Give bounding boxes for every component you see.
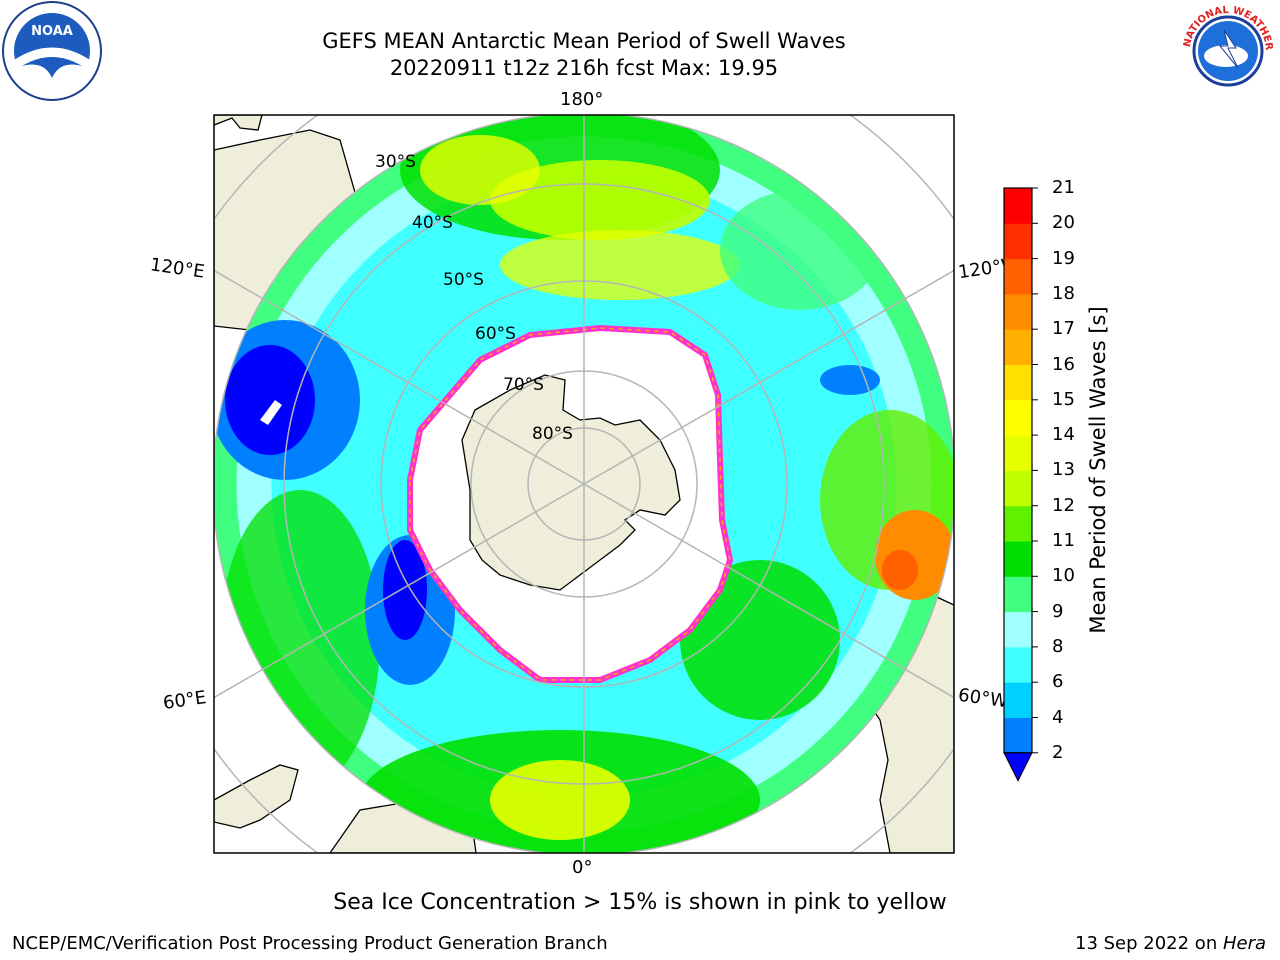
colorbar-segment bbox=[1004, 364, 1032, 401]
colorbar-under-arrow bbox=[1003, 752, 1033, 782]
nws-logo: NATIONAL WEATHER SERVICE bbox=[1176, 0, 1277, 100]
colorbar-tick-label: 12 bbox=[1052, 494, 1075, 516]
lon-label-0: 0° bbox=[572, 857, 593, 878]
colorbar-segment bbox=[1004, 188, 1032, 224]
colorbar-segment bbox=[1004, 505, 1032, 542]
lat-label-30s: 30°S bbox=[375, 152, 416, 172]
colorbar-segment bbox=[1004, 470, 1032, 507]
chart-title: GEFS MEAN Antarctic Mean Period of Swell… bbox=[322, 29, 846, 53]
colorbar-segment bbox=[1004, 611, 1032, 648]
map-frame bbox=[213, 114, 955, 854]
footer-machine: Hera bbox=[1222, 933, 1266, 954]
colorbar-tick-label: 17 bbox=[1052, 318, 1075, 340]
lat-label-40s: 40°S bbox=[412, 213, 453, 233]
colorbar-tick-label: 9 bbox=[1052, 600, 1064, 622]
colorbar bbox=[1003, 187, 1038, 782]
colorbar-segment bbox=[1004, 576, 1032, 613]
colorbar-tick-label: 18 bbox=[1052, 282, 1075, 304]
lat-label-50s: 50°S bbox=[443, 270, 484, 290]
colorbar-tick-label: 21 bbox=[1052, 177, 1075, 198]
noaa-logo-text: NOAA bbox=[31, 24, 73, 39]
colorbar-tick-label: 11 bbox=[1052, 530, 1075, 551]
colorbar-tick-label: 6 bbox=[1052, 671, 1064, 693]
colorbar-tick-label: 15 bbox=[1052, 388, 1075, 410]
colorbar-tick-label: 16 bbox=[1052, 353, 1075, 375]
antarctica-land bbox=[461, 374, 681, 591]
colorbar-segment bbox=[1004, 541, 1032, 577]
footer-date: 13 Sep 2022 on Hera bbox=[1075, 933, 1266, 954]
colorbar-segment bbox=[1004, 646, 1032, 683]
lat-label-70s: 70°S bbox=[503, 375, 544, 395]
colorbar-tick-label: 10 bbox=[1052, 565, 1075, 587]
colorbar-tick-label: 19 bbox=[1052, 247, 1075, 269]
lat-label-60s: 60°S bbox=[475, 324, 516, 344]
sea-ice-caption: Sea Ice Concentration > 15% is shown in … bbox=[333, 890, 947, 915]
colorbar-segment bbox=[1004, 258, 1032, 295]
footer-branch: NCEP/EMC/Verification Post Processing Pr… bbox=[12, 933, 608, 954]
colorbar-tick-label: 2 bbox=[1052, 741, 1064, 763]
colorbar-segment bbox=[1004, 329, 1032, 365]
lon-label-180: 180° bbox=[560, 89, 604, 110]
colorbar-tick-label: 20 bbox=[1052, 212, 1075, 234]
colorbar-tick-label: 14 bbox=[1052, 424, 1075, 446]
colorbar-title: Mean Period of Swell Waves [s] bbox=[1086, 306, 1110, 634]
colorbar-tick-label: 8 bbox=[1052, 635, 1064, 657]
footer-date-text: 13 Sep 2022 on bbox=[1075, 933, 1223, 954]
chart-subtitle: 20220911 t12z 216h fcst Max: 19.95 bbox=[389, 56, 779, 80]
colorbar-tick-label: 13 bbox=[1052, 459, 1075, 481]
colorbar-segment bbox=[1004, 223, 1032, 260]
colorbar-tick-label: 4 bbox=[1052, 706, 1064, 728]
colorbar-segment bbox=[1004, 717, 1032, 754]
noaa-logo: NOAA bbox=[2, 1, 102, 101]
lat-label-80s: 80°S bbox=[532, 424, 573, 444]
colorbar-segment bbox=[1004, 399, 1032, 436]
colorbar-segment bbox=[1004, 293, 1032, 330]
colorbar-segment bbox=[1004, 435, 1032, 471]
colorbar-segment bbox=[1004, 682, 1032, 718]
